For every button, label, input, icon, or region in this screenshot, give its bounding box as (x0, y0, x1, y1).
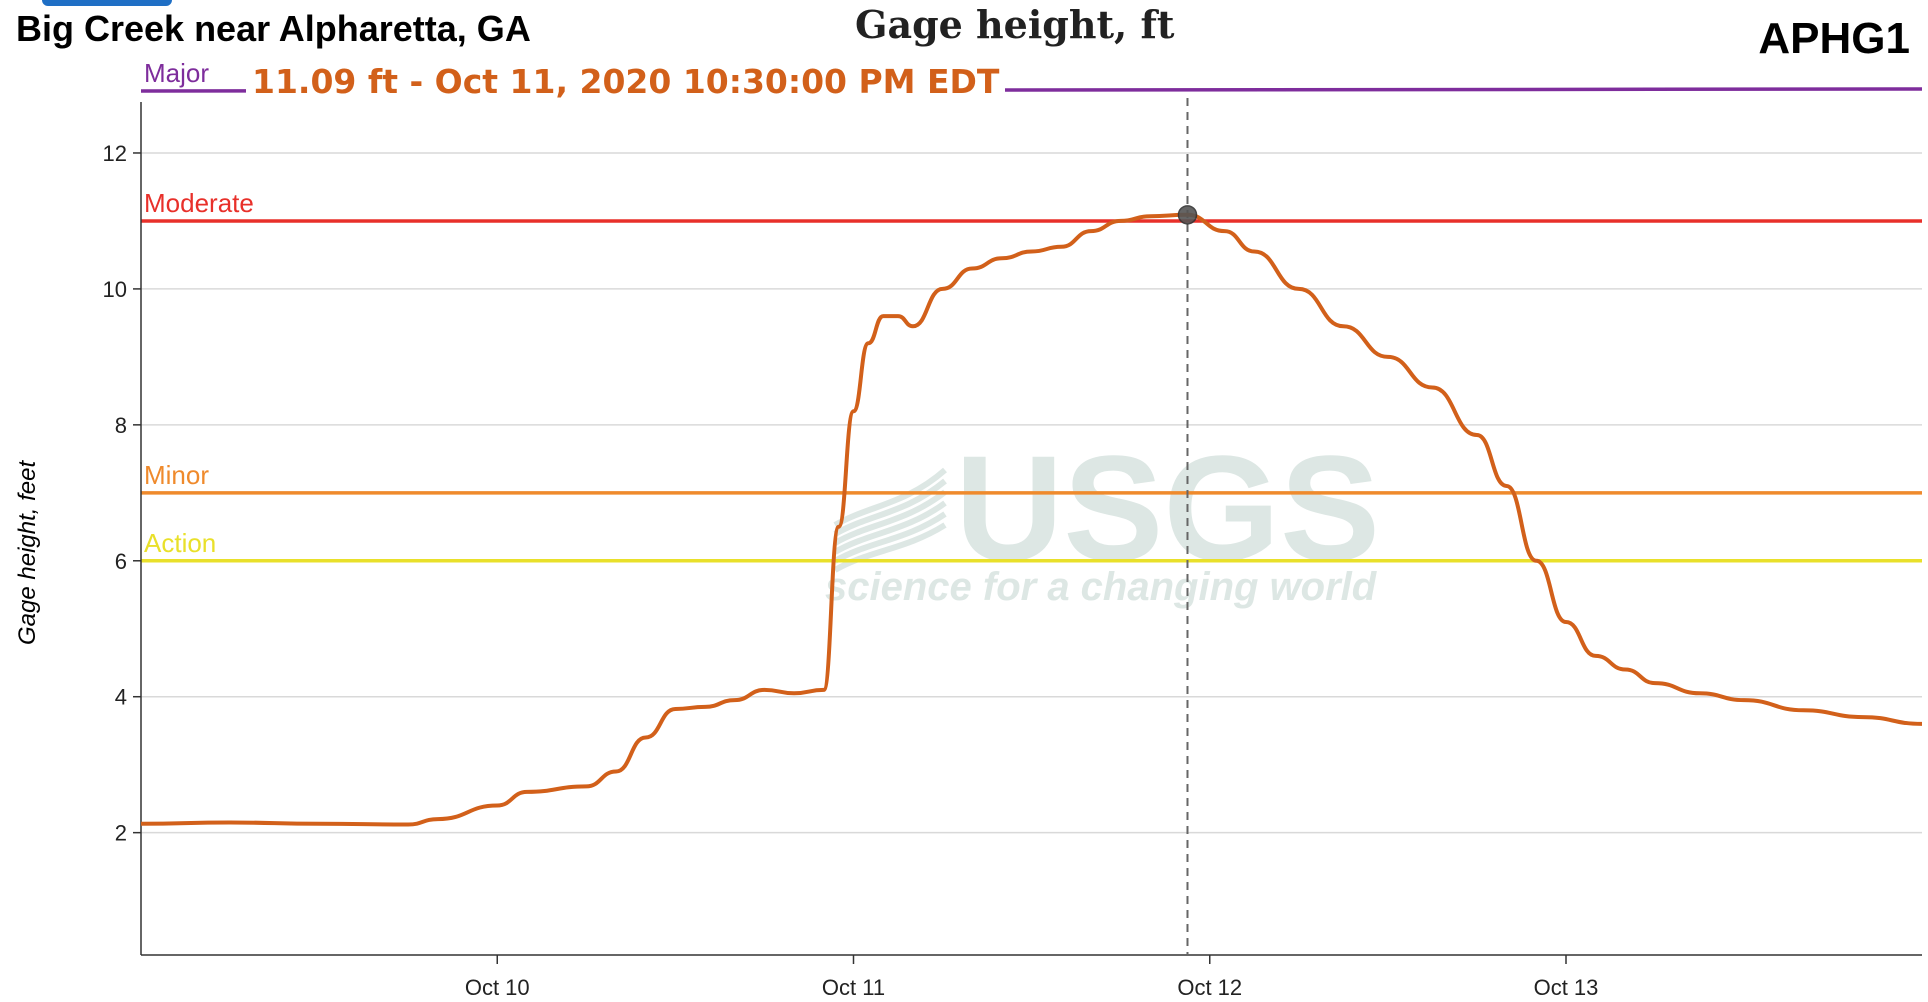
x-tick-label: Oct 12 (1177, 975, 1242, 1000)
y-tick-label: 12 (103, 141, 127, 166)
highlight-marker (1177, 205, 1198, 225)
y-tick-label: 10 (103, 277, 127, 302)
flood-label-minor: Minor (144, 460, 209, 490)
usgs-logo-wave (833, 511, 947, 564)
highlight-marker-layer (1177, 205, 1198, 225)
y-tick-label: 4 (115, 685, 127, 710)
axes: 2 4 6 8 10 12 Oct 10 Oct 11 Oct 12 Oct 13 (103, 102, 1922, 1000)
site-id: APHG1 (1758, 14, 1910, 63)
usgs-logo-wave (833, 467, 947, 528)
usgs-logo-wave (833, 522, 947, 573)
x-tick-label: Oct 10 (465, 975, 530, 1000)
series-line-gage-height (140, 212, 1923, 827)
flood-label-action: Action (144, 528, 216, 558)
site-title: Big Creek near Alpharetta, GA (16, 8, 531, 49)
usgs-logo-wave (833, 500, 947, 555)
top-tab[interactable] (42, 0, 172, 6)
usgs-logo-text: USGS (955, 424, 1380, 592)
flood-label-major: Major (144, 58, 209, 88)
y-axis-label: Gage height, feet (14, 460, 41, 645)
hover-readout: 11.09 ft - Oct 11, 2020 10:30:00 PM EDT (246, 62, 1006, 101)
usgs-tagline: science for a changing world (825, 565, 1378, 609)
chart-title: Gage height, ft (855, 2, 1175, 47)
series-layer[interactable] (140, 212, 1923, 827)
flood-label-moderate: Moderate (144, 188, 254, 218)
x-tick-label: Oct 11 (822, 975, 885, 1000)
y-tick-label: 6 (115, 549, 127, 574)
y-tick-label: 8 (115, 413, 127, 438)
x-tick-label: Oct 13 (1534, 975, 1599, 1000)
usgs-logo-wave (833, 489, 947, 546)
usgs-logo-wave (833, 478, 947, 537)
y-tick-label: 2 (115, 821, 127, 846)
